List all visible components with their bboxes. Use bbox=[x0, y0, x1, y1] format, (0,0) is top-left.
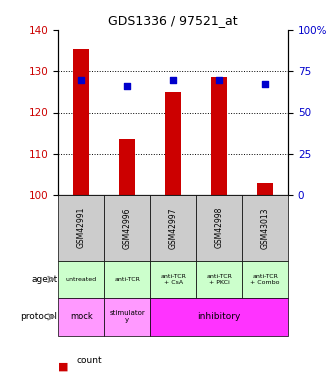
Text: inhibitory: inhibitory bbox=[197, 312, 241, 321]
Text: GSM42997: GSM42997 bbox=[168, 207, 178, 249]
Bar bbox=[104, 298, 150, 336]
Text: anti-TCR
+ Combo: anti-TCR + Combo bbox=[250, 274, 280, 285]
Bar bbox=[196, 261, 242, 298]
Text: agent: agent bbox=[31, 275, 57, 284]
Text: anti-TCR
+ CsA: anti-TCR + CsA bbox=[160, 274, 186, 285]
Bar bbox=[242, 261, 288, 298]
Bar bbox=[119, 140, 135, 195]
Text: GSM42996: GSM42996 bbox=[123, 207, 132, 249]
Text: GSM43013: GSM43013 bbox=[260, 207, 270, 249]
Text: ■: ■ bbox=[58, 362, 69, 372]
Point bbox=[79, 76, 84, 82]
Bar bbox=[211, 78, 227, 195]
Bar bbox=[196, 195, 242, 261]
Bar bbox=[104, 195, 150, 261]
Bar bbox=[58, 195, 104, 261]
Text: anti-TCR: anti-TCR bbox=[114, 277, 140, 282]
Text: untreated: untreated bbox=[66, 277, 97, 282]
Bar bbox=[257, 183, 273, 195]
Point bbox=[216, 76, 222, 82]
Bar bbox=[150, 298, 288, 336]
Text: protocol: protocol bbox=[20, 312, 57, 321]
Text: GSM42998: GSM42998 bbox=[214, 207, 224, 249]
Bar bbox=[58, 298, 104, 336]
Bar bbox=[104, 261, 150, 298]
Bar bbox=[73, 49, 89, 195]
Text: stimulator
y: stimulator y bbox=[109, 310, 145, 323]
Point bbox=[125, 83, 130, 89]
Bar bbox=[58, 261, 104, 298]
Title: GDS1336 / 97521_at: GDS1336 / 97521_at bbox=[108, 15, 238, 27]
Text: GSM42991: GSM42991 bbox=[77, 207, 86, 249]
Point bbox=[170, 76, 176, 82]
Bar bbox=[150, 261, 196, 298]
Bar bbox=[150, 195, 196, 261]
Text: count: count bbox=[77, 356, 102, 365]
Bar bbox=[165, 92, 181, 195]
Text: anti-TCR
+ PKCi: anti-TCR + PKCi bbox=[206, 274, 232, 285]
Point bbox=[262, 81, 268, 87]
Bar bbox=[242, 195, 288, 261]
Text: mock: mock bbox=[70, 312, 93, 321]
